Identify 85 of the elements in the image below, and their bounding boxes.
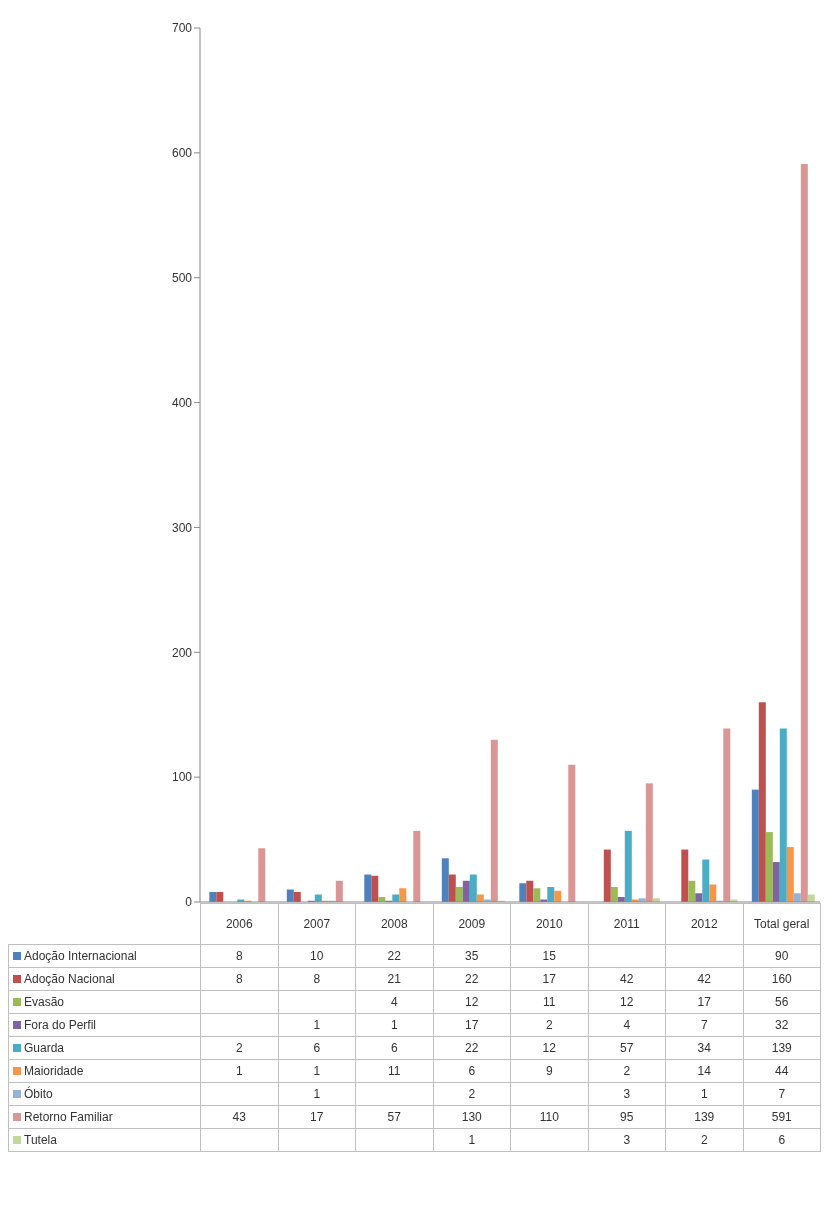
data-label: 9 <box>510 1059 588 1083</box>
x-tick-label: 2010 <box>510 903 588 945</box>
data-label: 15 <box>510 944 588 968</box>
data-label: 8 <box>200 967 278 991</box>
data-label: 22 <box>355 944 433 968</box>
data-label: 22 <box>433 967 511 991</box>
data-label: 6 <box>743 1128 821 1152</box>
data-label: 3 <box>588 1082 666 1106</box>
data-label: 22 <box>433 1036 511 1060</box>
data-label: 6 <box>278 1036 356 1060</box>
data-label: 32 <box>743 1013 821 1037</box>
y-tick-label: 100 <box>171 770 193 785</box>
data-label: 21 <box>355 967 433 991</box>
data-label: 17 <box>510 967 588 991</box>
data-label: 12 <box>433 990 511 1014</box>
data-label: 12 <box>588 990 666 1014</box>
data-label: 1 <box>278 1082 356 1106</box>
data-label: 3 <box>588 1128 666 1152</box>
data-label: 8 <box>200 944 278 968</box>
data-label: 44 <box>743 1059 821 1083</box>
data-label: 90 <box>743 944 821 968</box>
x-tick-label: 2008 <box>355 903 433 945</box>
legend-label: Tutela <box>8 1128 201 1152</box>
y-tick-label: 500 <box>171 270 193 285</box>
x-tick-label: Total geral <box>743 903 821 945</box>
data-label: 2 <box>510 1013 588 1037</box>
legend-label: Óbito <box>8 1082 201 1106</box>
y-tick-label: 700 <box>171 21 193 36</box>
legend-label: Evasão <box>8 990 201 1014</box>
legend-label: Adoção Internacional <box>8 944 201 968</box>
legend-label: Retorno Familiar <box>8 1105 201 1129</box>
x-tick-label: 2009 <box>433 903 511 945</box>
data-label: 17 <box>665 990 743 1014</box>
data-label: 57 <box>588 1036 666 1060</box>
data-label: 17 <box>278 1105 356 1129</box>
legend-label: Guarda <box>8 1036 201 1060</box>
data-label: 110 <box>510 1105 588 1129</box>
x-tick-label: 2011 <box>588 903 666 945</box>
data-label: 12 <box>510 1036 588 1060</box>
data-label: 11 <box>510 990 588 1014</box>
data-label: 591 <box>743 1105 821 1129</box>
data-label: 4 <box>588 1013 666 1037</box>
x-tick-label: 2012 <box>665 903 743 945</box>
y-tick-label: 200 <box>171 645 193 660</box>
data-label: 34 <box>665 1036 743 1060</box>
data-label: 1 <box>433 1128 511 1152</box>
data-label: 7 <box>743 1082 821 1106</box>
data-label: 11 <box>355 1059 433 1083</box>
data-label: 1 <box>278 1059 356 1083</box>
y-tick-label: 600 <box>171 146 193 161</box>
data-label: 7 <box>665 1013 743 1037</box>
x-tick-label: 2007 <box>278 903 356 945</box>
y-tick-label: 300 <box>171 520 193 535</box>
data-label: 6 <box>433 1059 511 1083</box>
data-label: 95 <box>588 1105 666 1129</box>
data-label: 1 <box>278 1013 356 1037</box>
data-label: 14 <box>665 1059 743 1083</box>
data-label: 139 <box>665 1105 743 1129</box>
legend-label: Adoção Nacional <box>8 967 201 991</box>
data-label: 56 <box>743 990 821 1014</box>
data-label: 42 <box>588 967 666 991</box>
data-label: 139 <box>743 1036 821 1060</box>
data-label: 160 <box>743 967 821 991</box>
data-label: 43 <box>200 1105 278 1129</box>
data-label: 2 <box>433 1082 511 1106</box>
data-label: 42 <box>665 967 743 991</box>
data-label: 8 <box>278 967 356 991</box>
data-label: 2 <box>200 1036 278 1060</box>
data-label: 57 <box>355 1105 433 1129</box>
y-tick-label: 0 <box>185 895 193 910</box>
data-label: 2 <box>588 1059 666 1083</box>
x-tick-label: 2006 <box>200 903 278 945</box>
data-label: 1 <box>665 1082 743 1106</box>
data-label: 17 <box>433 1013 511 1037</box>
data-label: 6 <box>355 1036 433 1060</box>
legend-label: Maioridade <box>8 1059 201 1083</box>
data-label: 2 <box>665 1128 743 1152</box>
data-label: 1 <box>355 1013 433 1037</box>
data-label: 130 <box>433 1105 511 1129</box>
data-label: 1 <box>200 1059 278 1083</box>
data-label: 10 <box>278 944 356 968</box>
y-tick-label: 400 <box>171 395 193 410</box>
legend-label: Fora do Perfil <box>8 1013 201 1037</box>
data-label: 4 <box>355 990 433 1014</box>
data-label: 35 <box>433 944 511 968</box>
